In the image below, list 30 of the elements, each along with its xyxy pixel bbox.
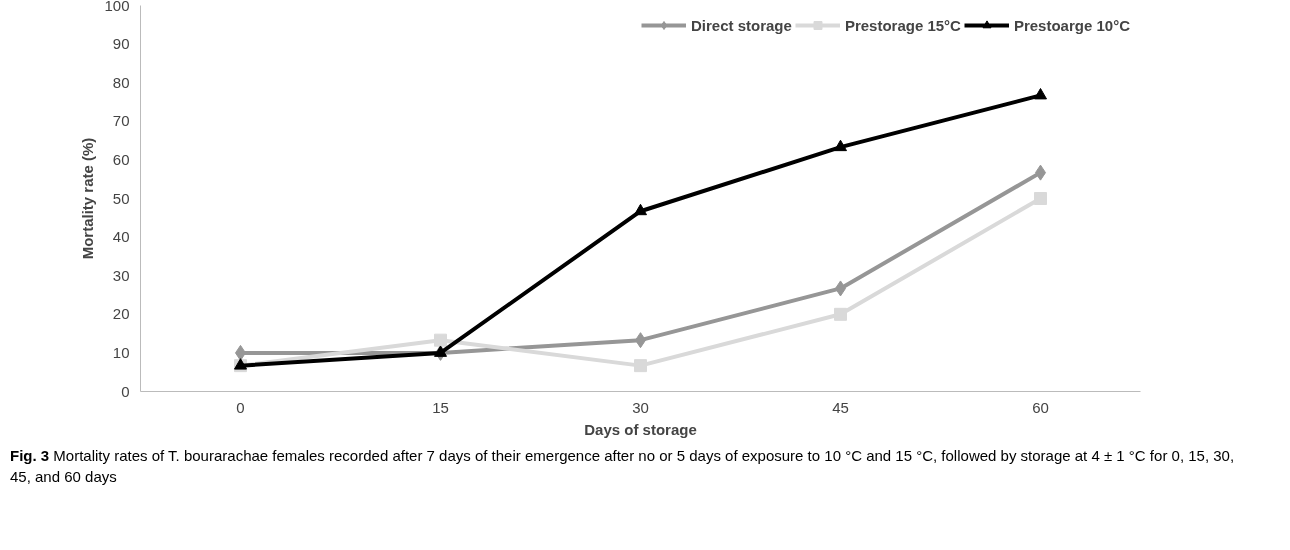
point: [634, 203, 647, 216]
y-tick-label: 40: [112, 228, 130, 246]
y-tick-label: 50: [112, 189, 130, 207]
point: [634, 359, 647, 373]
caption: Fig. 3 Mortality rates of T. bourarachae females recorded after 7 days of their emergence after no or 5 days of exposure to 10 °C and 15 °C, followed by storage at 4 ± 1 °C for 0, 15, 30, 45, and 60 days: [10, 446, 1236, 488]
point: [834, 307, 847, 321]
point: [434, 345, 447, 357]
y-tick-label: 70: [112, 112, 130, 130]
y-tick-label: 60: [112, 150, 130, 168]
legend-label: Direct storage: [691, 16, 792, 34]
point: [834, 139, 847, 152]
x-tick-label: 60: [1032, 398, 1049, 416]
y-tick-label: 90: [112, 35, 130, 53]
y-tick-label: 20: [112, 305, 130, 323]
y-axis-title: Mortality rate (%): [79, 137, 97, 260]
legend-label: Prestoarge 10°C: [1013, 16, 1130, 34]
x-tick-label: 30: [632, 398, 649, 416]
x-tick-label: 15: [432, 398, 449, 416]
x-tick-label: 45: [832, 398, 849, 416]
point: [434, 333, 447, 347]
x-axis-title: Days of storage: [584, 420, 697, 438]
point: [1034, 192, 1047, 205]
y-tick-label: 30: [112, 266, 130, 284]
point: [1034, 88, 1047, 100]
y-tick-label: 10: [112, 343, 130, 361]
y-tick-label: 0: [121, 382, 130, 400]
y-tick-label: 80: [112, 73, 130, 91]
y-tick-label: 100: [104, 0, 130, 14]
legend-label: Prestorage 15°C: [844, 16, 961, 34]
x-tick-label: 0: [236, 398, 245, 416]
